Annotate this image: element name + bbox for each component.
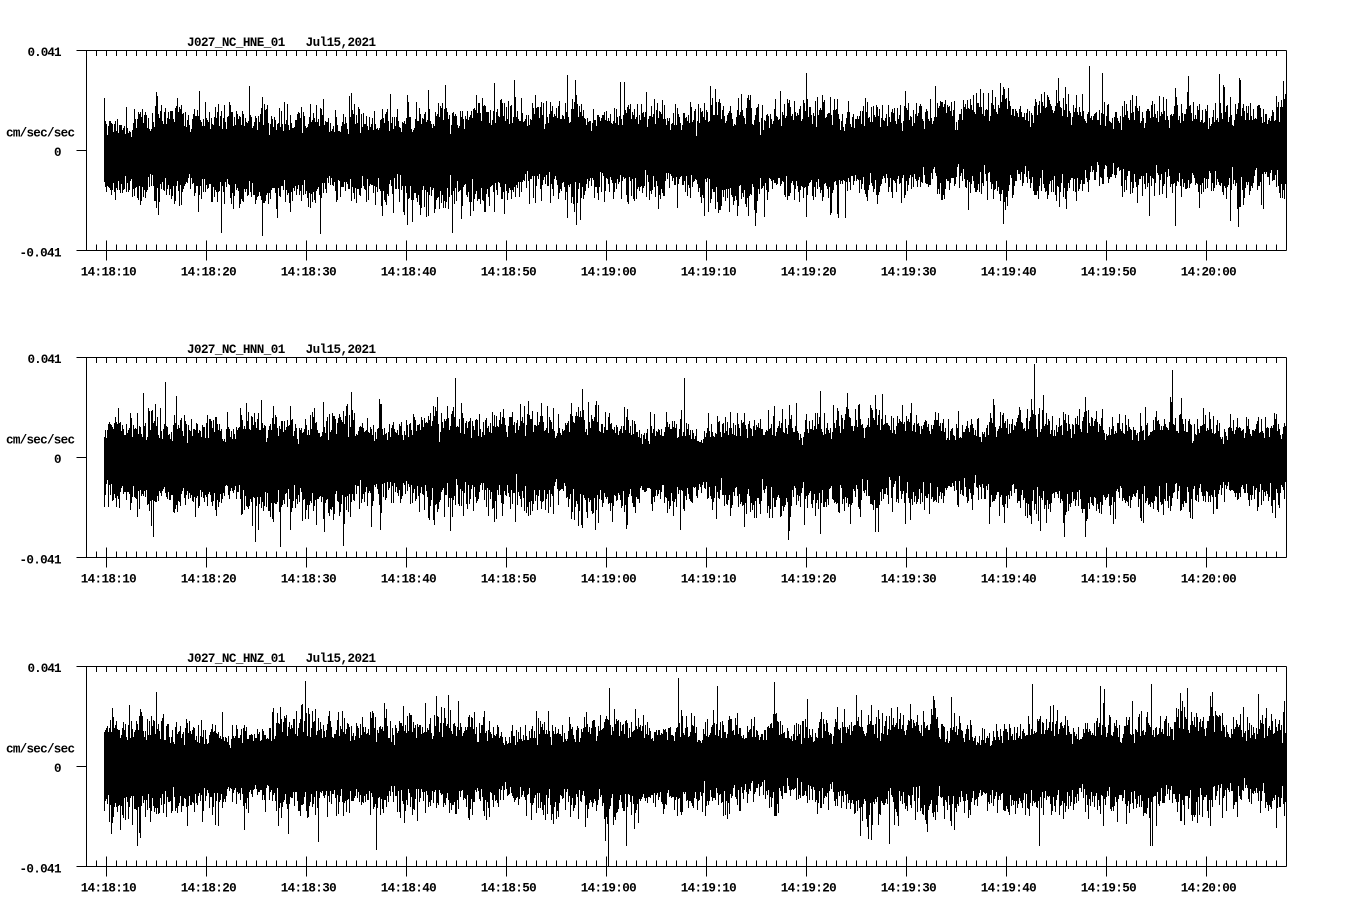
svg-text:14:19:00: 14:19:00 xyxy=(581,266,637,280)
svg-text:14:20:00: 14:20:00 xyxy=(1181,573,1237,587)
svg-text:14:19:50: 14:19:50 xyxy=(1081,266,1137,280)
svg-text:14:18:40: 14:18:40 xyxy=(381,573,437,587)
svg-text:14:18:10: 14:18:10 xyxy=(81,573,137,587)
svg-text:14:19:50: 14:19:50 xyxy=(1081,882,1137,896)
svg-text:14:18:40: 14:18:40 xyxy=(381,882,437,896)
svg-text:14:19:10: 14:19:10 xyxy=(681,266,737,280)
svg-text:14:18:50: 14:18:50 xyxy=(481,882,537,896)
svg-text:14:18:50: 14:18:50 xyxy=(481,573,537,587)
svg-text:0.041: 0.041 xyxy=(28,46,62,60)
svg-text:cm/sec/sec: cm/sec/sec xyxy=(6,433,75,447)
svg-text:0: 0 xyxy=(54,453,62,467)
svg-text:14:18:30: 14:18:30 xyxy=(281,573,337,587)
svg-text:0.041: 0.041 xyxy=(28,662,62,676)
svg-text:14:18:40: 14:18:40 xyxy=(381,266,437,280)
svg-text:14:19:50: 14:19:50 xyxy=(1081,573,1137,587)
svg-text:14:19:40: 14:19:40 xyxy=(981,882,1037,896)
svg-text:14:19:30: 14:19:30 xyxy=(881,266,937,280)
svg-text:14:18:10: 14:18:10 xyxy=(81,882,137,896)
svg-text:0: 0 xyxy=(54,762,62,776)
svg-text:-0.041: -0.041 xyxy=(20,553,62,567)
svg-text:-0.041: -0.041 xyxy=(20,246,62,260)
svg-text:14:18:20: 14:18:20 xyxy=(181,882,237,896)
svg-text:14:19:10: 14:19:10 xyxy=(681,882,737,896)
svg-text:14:18:20: 14:18:20 xyxy=(181,573,237,587)
svg-text:J027_NC_HNE_01 Jul15,2021: J027_NC_HNE_01 Jul15,2021 xyxy=(187,36,376,50)
svg-text:14:20:00: 14:20:00 xyxy=(1181,882,1237,896)
svg-text:14:19:40: 14:19:40 xyxy=(981,266,1037,280)
svg-text:J027_NC_HNN_01 Jul15,2021: J027_NC_HNN_01 Jul15,2021 xyxy=(187,343,376,357)
svg-text:14:18:30: 14:18:30 xyxy=(281,266,337,280)
svg-text:-0.041: -0.041 xyxy=(20,862,62,876)
svg-text:14:18:10: 14:18:10 xyxy=(81,266,137,280)
svg-text:14:19:30: 14:19:30 xyxy=(881,573,937,587)
svg-text:0: 0 xyxy=(54,146,62,160)
svg-text:14:19:20: 14:19:20 xyxy=(781,882,837,896)
svg-text:J027_NC_HNZ_01 Jul15,2021: J027_NC_HNZ_01 Jul15,2021 xyxy=(187,652,376,666)
svg-text:cm/sec/sec: cm/sec/sec xyxy=(6,126,75,140)
svg-text:14:19:30: 14:19:30 xyxy=(881,882,937,896)
svg-text:14:18:50: 14:18:50 xyxy=(481,266,537,280)
svg-text:14:20:00: 14:20:00 xyxy=(1181,266,1237,280)
svg-text:14:18:30: 14:18:30 xyxy=(281,882,337,896)
svg-text:cm/sec/sec: cm/sec/sec xyxy=(6,742,75,756)
svg-text:14:18:20: 14:18:20 xyxy=(181,266,237,280)
svg-text:0.041: 0.041 xyxy=(28,353,62,367)
svg-text:14:19:20: 14:19:20 xyxy=(781,573,837,587)
svg-text:14:19:00: 14:19:00 xyxy=(581,573,637,587)
svg-text:14:19:20: 14:19:20 xyxy=(781,266,837,280)
svg-text:14:19:40: 14:19:40 xyxy=(981,573,1037,587)
svg-text:14:19:10: 14:19:10 xyxy=(681,573,737,587)
svg-text:14:19:00: 14:19:00 xyxy=(581,882,637,896)
